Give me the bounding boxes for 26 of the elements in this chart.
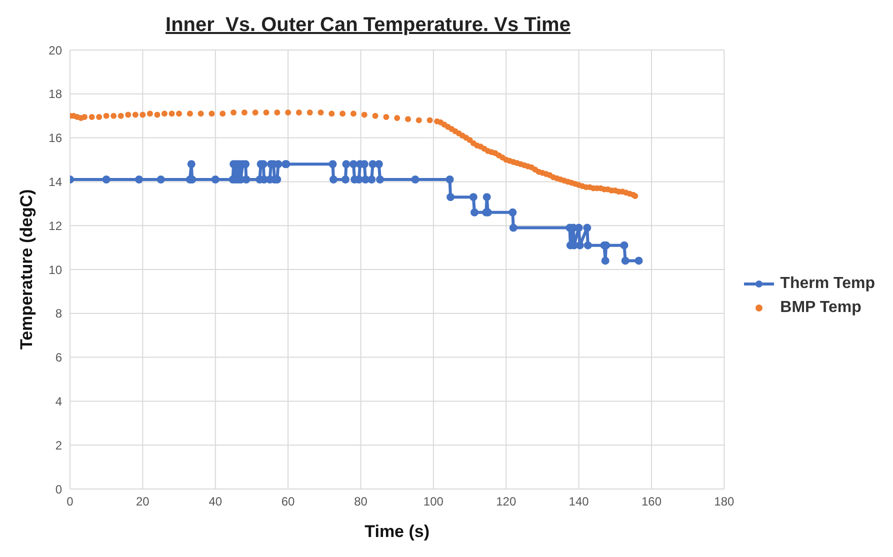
y-tick-label: 20: [48, 43, 62, 58]
x-tick-label: 120: [496, 494, 516, 509]
x-tick-label: 180: [714, 494, 735, 509]
y-tick-label: 14: [48, 174, 62, 189]
x-tick-label: 80: [354, 494, 368, 509]
y-tick-label: 18: [48, 87, 62, 102]
x-axis-title: Time (s): [364, 522, 430, 541]
y-tick-label: 4: [55, 394, 62, 408]
y-tick-label: 12: [48, 218, 62, 233]
x-tick-label: 40: [208, 494, 222, 509]
y-tick-label: 8: [55, 306, 62, 321]
legend-label: BMP Temp: [780, 298, 862, 316]
x-tick-label: 60: [281, 494, 296, 509]
y-tick-label: 6: [55, 350, 62, 365]
chart-title: Inner Vs. Outer Can Temperature. Vs Time: [164, 13, 572, 38]
x-tick-label: 20: [136, 494, 150, 509]
y-tick-label: 0: [55, 482, 62, 496]
y-tick-label: 10: [48, 262, 62, 277]
y-tick-label: 16: [48, 131, 62, 146]
x-tick-label: 100: [423, 494, 444, 509]
x-tick-label: 0: [66, 494, 74, 509]
x-tick-label: 140: [568, 494, 590, 509]
x-tick-label: 160: [641, 494, 662, 509]
legend-label: Therm Temp: [780, 274, 875, 292]
y-axis-title: Temperature (degC): [17, 189, 36, 350]
y-tick-label: 2: [55, 438, 62, 452]
